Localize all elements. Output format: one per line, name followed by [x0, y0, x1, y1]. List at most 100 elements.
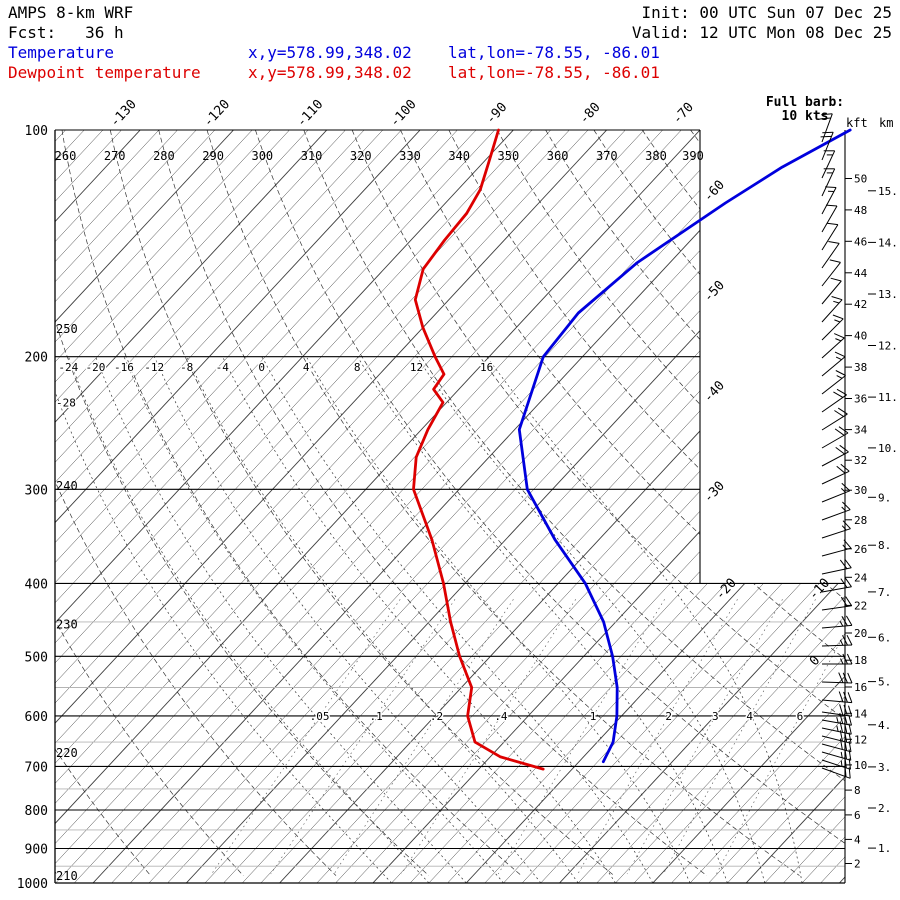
svg-text:8: 8 [354, 361, 361, 374]
svg-text:4: 4 [854, 833, 861, 846]
svg-text:220: 220 [56, 746, 78, 760]
svg-text:-30: -30 [701, 479, 728, 506]
svg-text:2: 2 [665, 710, 672, 723]
barb-key: Full barb: 10 kts [760, 96, 850, 124]
svg-text:230: 230 [56, 618, 78, 632]
svg-text:200: 200 [25, 351, 48, 366]
svg-text:500: 500 [25, 650, 48, 665]
svg-text:300: 300 [25, 483, 48, 498]
svg-text:260: 260 [55, 149, 77, 163]
barb-key-line1: Full barb: [765, 95, 845, 110]
svg-text:10.: 10. [878, 442, 898, 455]
altitude-axis: kft km50484644424038363432302826242220181… [845, 116, 898, 871]
svg-text:250: 250 [56, 322, 78, 336]
svg-text:11.: 11. [878, 391, 898, 404]
svg-text:3.: 3. [878, 761, 891, 774]
svg-text:44: 44 [854, 267, 868, 280]
svg-text:600: 600 [25, 710, 48, 725]
svg-text:380: 380 [645, 149, 667, 163]
svg-text:26: 26 [854, 543, 867, 556]
legend-temperature-label: Temperature [8, 43, 114, 62]
svg-text:22: 22 [854, 599, 867, 612]
svg-text:-90: -90 [483, 100, 510, 127]
svg-text:46: 46 [854, 235, 867, 248]
svg-text:270: 270 [104, 149, 126, 163]
svg-text:6: 6 [854, 809, 861, 822]
svg-text:330: 330 [399, 149, 421, 163]
svg-text:5.: 5. [878, 676, 891, 689]
svg-text:7.: 7. [878, 586, 891, 599]
svg-text:-10: -10 [806, 576, 833, 603]
svg-text:6.: 6. [878, 631, 891, 644]
svg-text:0: 0 [258, 361, 265, 374]
svg-text:390: 390 [682, 149, 704, 163]
svg-text:.05: .05 [310, 710, 330, 723]
svg-text:3: 3 [712, 710, 719, 723]
svg-text:700: 700 [25, 760, 48, 775]
svg-text:14.: 14. [878, 236, 898, 249]
svg-text:-40: -40 [701, 378, 728, 405]
svg-text:12: 12 [410, 361, 423, 374]
svg-text:300: 300 [251, 149, 273, 163]
svg-text:-120: -120 [201, 97, 233, 130]
svg-text:1000: 1000 [17, 877, 48, 892]
svg-text:50: 50 [854, 172, 867, 185]
model-title: AMPS 8-km WRF [8, 3, 134, 22]
svg-text:6: 6 [797, 710, 804, 723]
svg-text:42: 42 [854, 298, 867, 311]
svg-text:-20: -20 [86, 361, 106, 374]
svg-text:12: 12 [854, 733, 867, 746]
svg-text:290: 290 [202, 149, 224, 163]
svg-text:18: 18 [854, 654, 867, 667]
svg-text:4.: 4. [878, 719, 891, 732]
svg-text:350: 350 [498, 149, 520, 163]
svg-text:32: 32 [854, 454, 867, 467]
svg-text:4: 4 [746, 710, 753, 723]
svg-text:-28: -28 [56, 396, 76, 409]
svg-text:km: km [879, 116, 893, 130]
legend-temperature-xy: x,y=578.99,348.02 [248, 43, 412, 62]
svg-text:40: 40 [854, 330, 867, 343]
svg-text:38: 38 [854, 361, 867, 374]
svg-text:8: 8 [854, 784, 861, 797]
legend-dewpoint-xy: x,y=578.99,348.02 [248, 63, 412, 82]
svg-text:30: 30 [854, 484, 867, 497]
svg-text:0: 0 [807, 653, 823, 669]
svg-text:340: 340 [448, 149, 470, 163]
legend-temperature-latlon: lat,lon=-78.55, -86.01 [448, 43, 660, 62]
svg-text:28: 28 [854, 514, 867, 527]
svg-text:310: 310 [301, 149, 323, 163]
svg-text:-110: -110 [294, 97, 326, 130]
svg-text:34: 34 [854, 424, 868, 437]
svg-text:-8: -8 [180, 361, 193, 374]
svg-text:1: 1 [590, 710, 597, 723]
svg-text:-80: -80 [577, 100, 604, 127]
svg-text:9.: 9. [878, 491, 891, 504]
svg-text:370: 370 [596, 149, 618, 163]
legend-dewpoint-label: Dewpoint temperature [8, 63, 201, 82]
svg-text:4: 4 [303, 361, 310, 374]
svg-text:210: 210 [56, 869, 78, 883]
valid-time: Valid: 12 UTC Mon 08 Dec 25 [631, 23, 892, 42]
svg-text:100: 100 [25, 124, 48, 139]
svg-text:24: 24 [854, 571, 868, 584]
svg-text:10: 10 [854, 759, 867, 772]
svg-text:2.: 2. [878, 802, 891, 815]
svg-text:48: 48 [854, 204, 867, 217]
svg-text:16: 16 [854, 681, 867, 694]
background-grid [55, 130, 845, 883]
legend-dewpoint-latlon: lat,lon=-78.55, -86.01 [448, 63, 660, 82]
svg-text:-100: -100 [387, 97, 419, 130]
profile-curves [412, 128, 852, 771]
svg-text:-4: -4 [216, 361, 230, 374]
svg-text:240: 240 [56, 479, 78, 493]
svg-text:15.: 15. [878, 185, 898, 198]
svg-text:400: 400 [25, 577, 48, 592]
svg-text:16: 16 [480, 361, 493, 374]
forecast-hour: Fcst: 36 h [8, 23, 124, 42]
svg-text:-50: -50 [701, 278, 728, 305]
svg-text:.4: .4 [494, 710, 508, 723]
svg-text:20: 20 [854, 627, 867, 640]
